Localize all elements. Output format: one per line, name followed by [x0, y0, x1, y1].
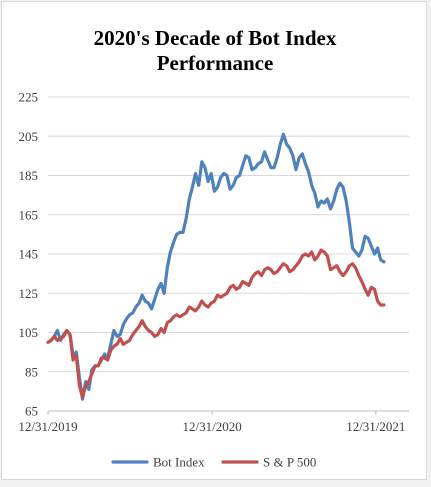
x-tick-labels: 12/31/2019 12/31/2020 12/31/2021 — [18, 419, 405, 434]
legend: Bot Index S & P 500 — [111, 455, 316, 470]
y-tick-label-225: 225 — [19, 90, 39, 105]
y-tick-label-65: 65 — [25, 404, 38, 419]
y-tick-label-185: 185 — [19, 168, 39, 183]
series-line-0 — [46, 132, 386, 401]
series-lines — [46, 132, 386, 401]
legend-label-0: Bot Index — [153, 455, 205, 470]
x-tick-label-1: 12/31/2020 — [183, 419, 242, 434]
y-tick-label-105: 105 — [19, 325, 39, 340]
y-tick-label-85: 85 — [25, 364, 38, 379]
axes — [47, 410, 409, 415]
gridlines — [48, 96, 409, 373]
y-tick-label-165: 165 — [19, 207, 39, 222]
legend-label-1: S & P 500 — [263, 455, 316, 470]
x-tick-label-2: 12/31/2021 — [346, 419, 405, 434]
series-line-1 — [46, 248, 386, 399]
chart-card: 2020's Decade of Bot Index Performance 6… — [1, 1, 427, 480]
y-tick-label-205: 205 — [19, 129, 39, 144]
chart-title: 2020's Decade of Bot Index Performance — [2, 26, 428, 76]
y-tick-label-145: 145 — [19, 247, 39, 262]
y-tick-label-125: 125 — [19, 286, 39, 301]
chart-title-line-2: Performance — [156, 51, 274, 75]
chart-title-line-1: 2020's Decade of Bot Index — [93, 26, 337, 50]
y-tick-labels: 65 85 105 125 145 165 185 205 225 — [19, 90, 39, 419]
x-tick-label-0: 12/31/2019 — [18, 419, 77, 434]
